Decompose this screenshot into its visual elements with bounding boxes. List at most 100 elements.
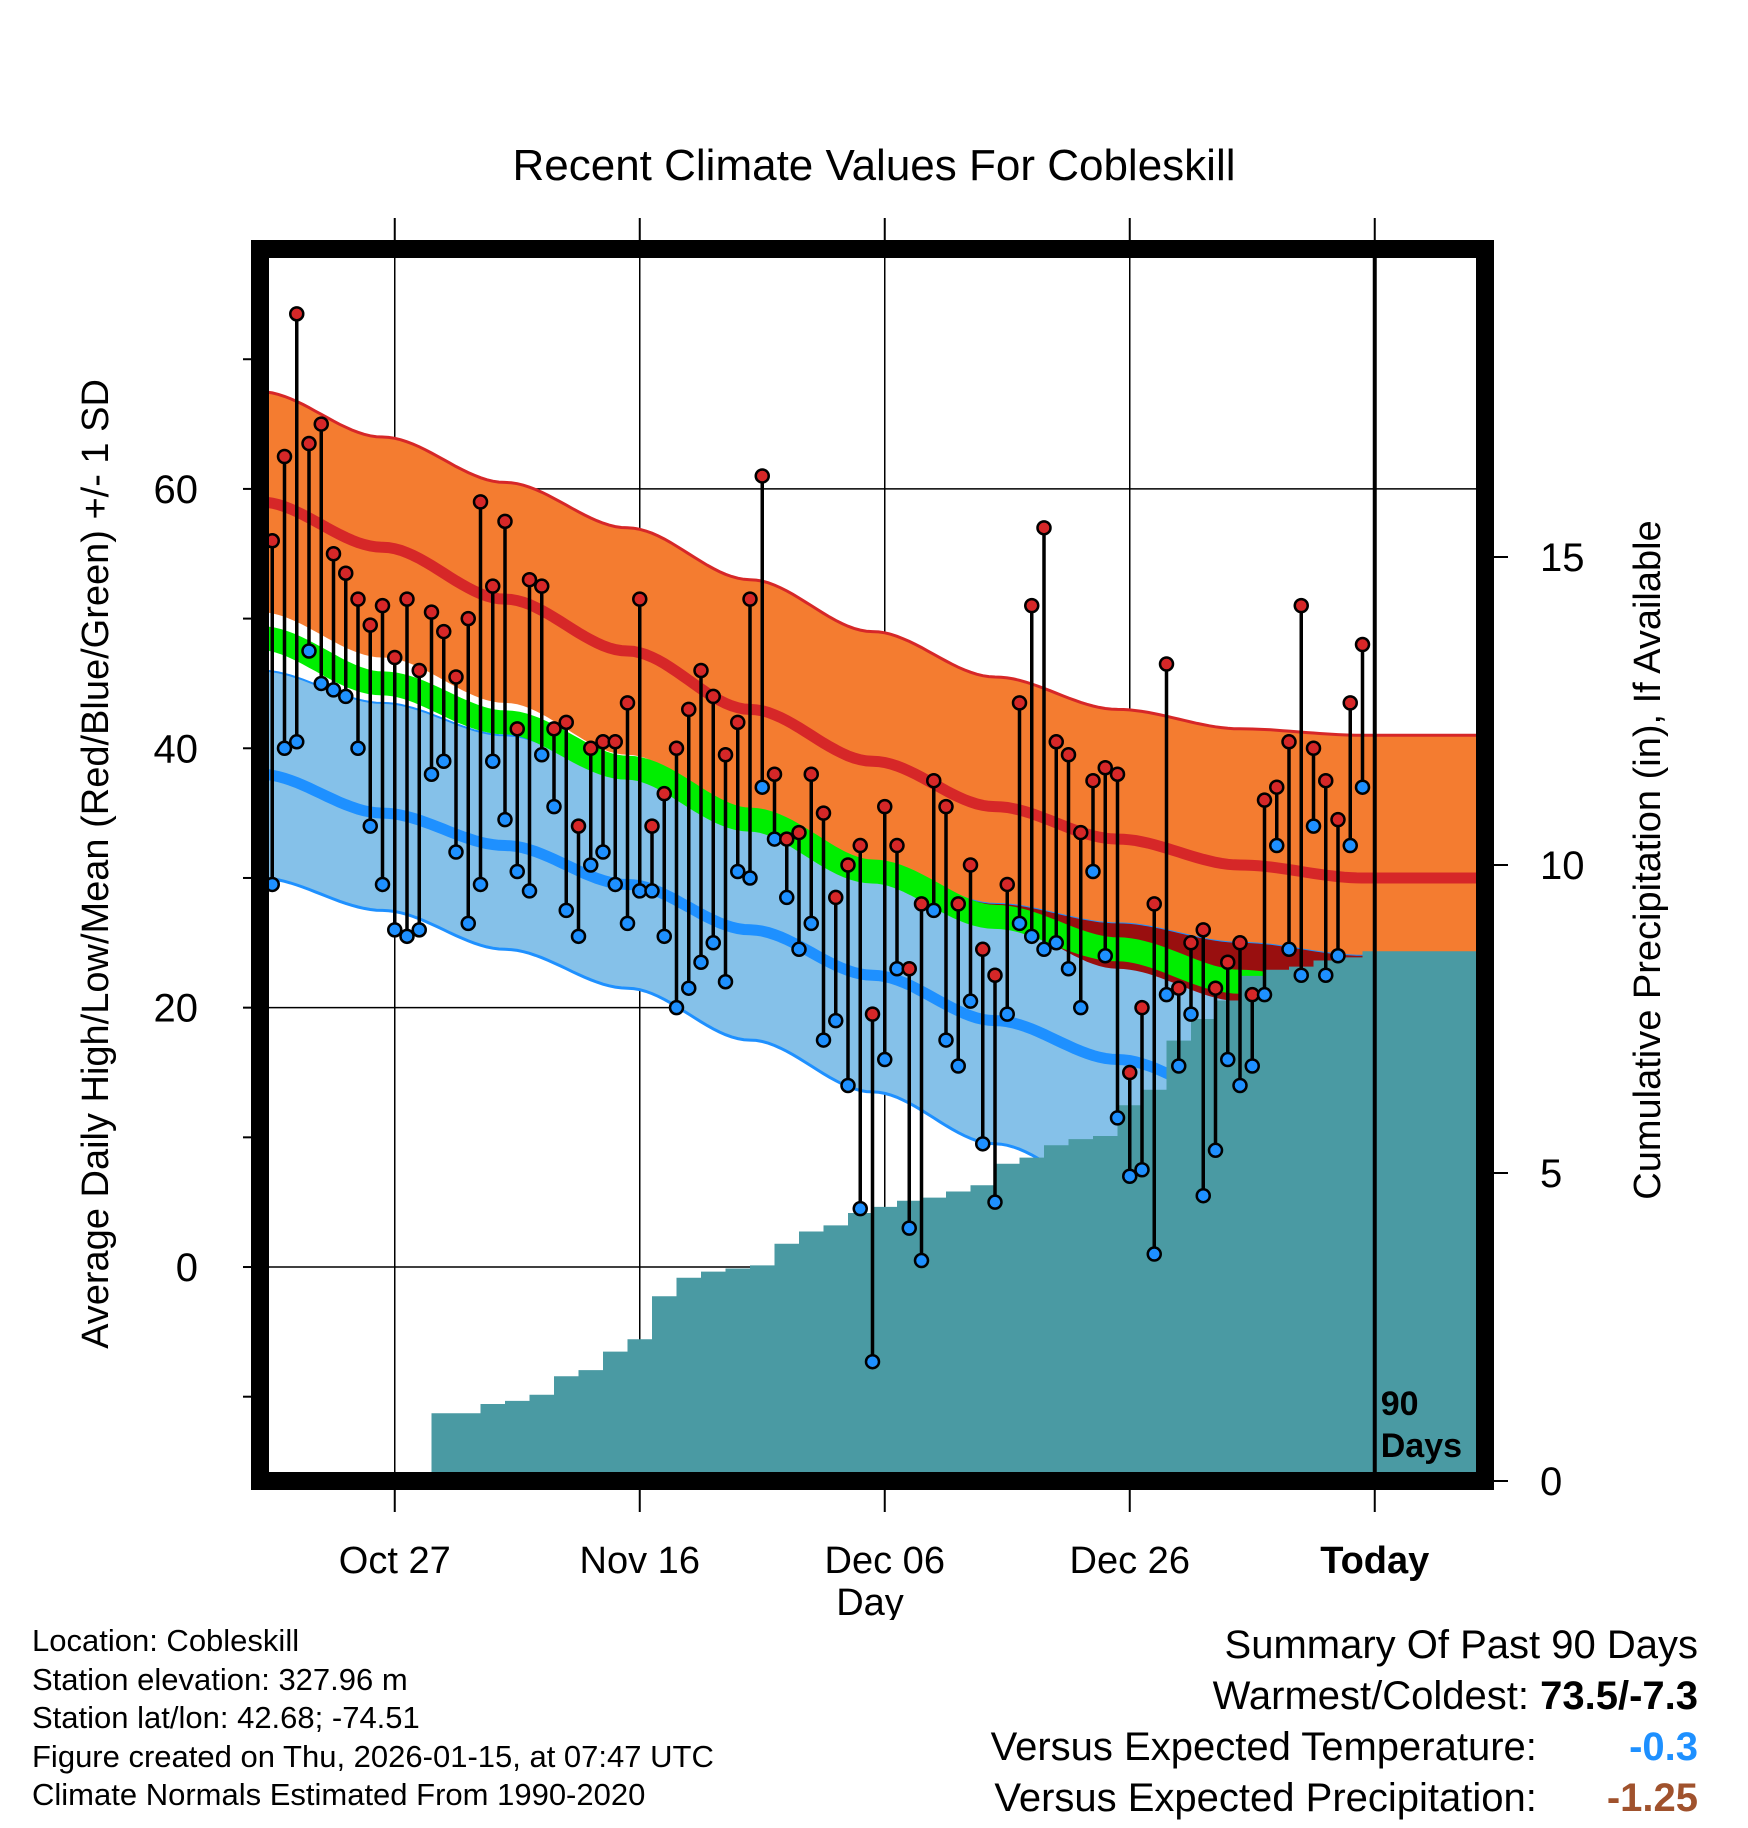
daily-low-point (534, 747, 550, 763)
daily-low-point (1207, 1142, 1224, 1159)
daily-high-point (399, 591, 415, 607)
x-tick-label: Dec 26 (1070, 1540, 1190, 1582)
daily-low-point (1146, 1246, 1162, 1262)
daily-high-point (313, 416, 329, 432)
daily-low-point (938, 1032, 954, 1048)
daily-high-point (779, 831, 795, 847)
today-marker-label: 90 Days (1381, 1385, 1462, 1465)
daily-high-point (607, 734, 623, 750)
normals-period: Climate Normals Estimated From 1990-2020 (32, 1777, 646, 1812)
summary-precip: Versus Expected Precipitation: -1.25 (991, 1773, 1698, 1824)
daily-low-point (901, 1220, 917, 1236)
station-latlon: Station lat/lon: 42.68; -74.51 (32, 1700, 420, 1735)
daily-low-point (681, 980, 697, 996)
daily-high-point (1220, 954, 1236, 971)
daily-low-point (1293, 967, 1309, 983)
daily-low-point (693, 954, 709, 971)
daily-high-point (509, 721, 525, 737)
daily-high-point (301, 435, 317, 452)
daily-high-point (1036, 520, 1052, 536)
daily-high-point (338, 565, 354, 581)
daily-low-point (1220, 1051, 1236, 1068)
daily-high-point (374, 597, 391, 614)
daily-low-point (411, 922, 427, 938)
x-tick-label: Oct 27 (339, 1540, 451, 1582)
daily-high-point (815, 805, 832, 821)
daily-low-point (987, 1194, 1003, 1210)
daily-high-point (472, 494, 489, 510)
daily-high-point (1060, 747, 1077, 763)
daily-high-point (705, 688, 721, 705)
daily-high-point (1232, 935, 1248, 951)
precip-tick-label: 10 (1540, 844, 1585, 888)
daily-high-point (1073, 824, 1089, 841)
daily-high-point (840, 857, 856, 873)
daily-low-point (1342, 837, 1358, 854)
daily-high-point (803, 766, 819, 782)
daily-low-point (1256, 986, 1273, 1003)
daily-high-point (534, 578, 550, 594)
daily-high-point (913, 896, 930, 912)
daily-high-point (656, 785, 672, 802)
daily-high-point (1318, 772, 1334, 789)
daily-high-point (619, 695, 636, 711)
summary-heading: Summary Of Past 90 Days (1224, 1623, 1698, 1667)
daily-low-point (877, 1051, 893, 1068)
daily-high-point (1146, 896, 1162, 912)
daily-low-point (1318, 967, 1334, 983)
precip-tick-label: 15 (1540, 536, 1585, 580)
daily-high-point (387, 649, 403, 666)
daily-high-point (975, 941, 991, 958)
daily-low-point (742, 870, 758, 886)
daily-low-point (815, 1032, 832, 1048)
daily-high-point (644, 818, 660, 834)
daily-high-point (570, 818, 587, 834)
daily-low-point (485, 753, 501, 770)
daily-low-point (1269, 837, 1285, 854)
daily-low-point (583, 857, 599, 873)
daily-low-point (509, 863, 525, 880)
daily-low-point (1195, 1187, 1211, 1204)
daily-low-point (1305, 818, 1322, 834)
daily-low-point (497, 811, 513, 828)
daily-low-point (289, 734, 305, 750)
daily-high-point (1048, 734, 1064, 750)
summary-panel: Summary Of Past 90 Days Warmest/Coldest:… (991, 1620, 1698, 1824)
daily-high-point (828, 889, 844, 906)
daily-low-point (546, 798, 562, 815)
daily-high-point (938, 798, 954, 815)
daily-low-point (1073, 999, 1089, 1016)
daily-high-point (987, 967, 1003, 983)
station-elevation: Station elevation: 327.96 m (32, 1661, 408, 1697)
daily-low-point (607, 876, 623, 893)
daily-high-point (1354, 636, 1371, 653)
daily-low-point (313, 675, 329, 692)
daily-low-point (803, 915, 819, 932)
daily-low-point (644, 883, 660, 899)
daily-high-point (497, 513, 513, 530)
climate-chart: Recent Climate Values For Cobleskill 90 D… (75, 141, 1669, 1620)
daily-low-point (374, 876, 391, 893)
daily-high-point (962, 857, 979, 873)
daily-high-point (766, 766, 783, 782)
x-axis-label: Day (836, 1582, 904, 1620)
daily-high-point (1171, 980, 1187, 996)
daily-low-point (1122, 1168, 1138, 1184)
daily-low-point (1085, 863, 1101, 880)
daily-low-point (301, 643, 317, 659)
daily-low-point (852, 1200, 868, 1217)
daily-low-point (1048, 935, 1064, 951)
high-normal-line (260, 496, 1485, 884)
daily-low-point (1183, 1006, 1199, 1022)
daily-high-point (877, 798, 893, 815)
daily-low-point (619, 915, 636, 932)
daily-high-point (1011, 695, 1028, 711)
high-normal-band (260, 391, 1485, 1021)
figure-created: Figure created on Thu, 2026-01-15, at 07… (32, 1738, 714, 1774)
daily-high-point (1024, 597, 1040, 614)
plot-area: 90 Days (260, 249, 1485, 1481)
axes: 0 20 40 60 0 5 10 15 Oct 27 Nov 16 Dec 06 Dec 26 Tod… (154, 218, 1585, 1582)
daily-high-point (901, 960, 917, 977)
daily-low-point (1244, 1058, 1260, 1074)
daily-high-point (1330, 811, 1346, 828)
